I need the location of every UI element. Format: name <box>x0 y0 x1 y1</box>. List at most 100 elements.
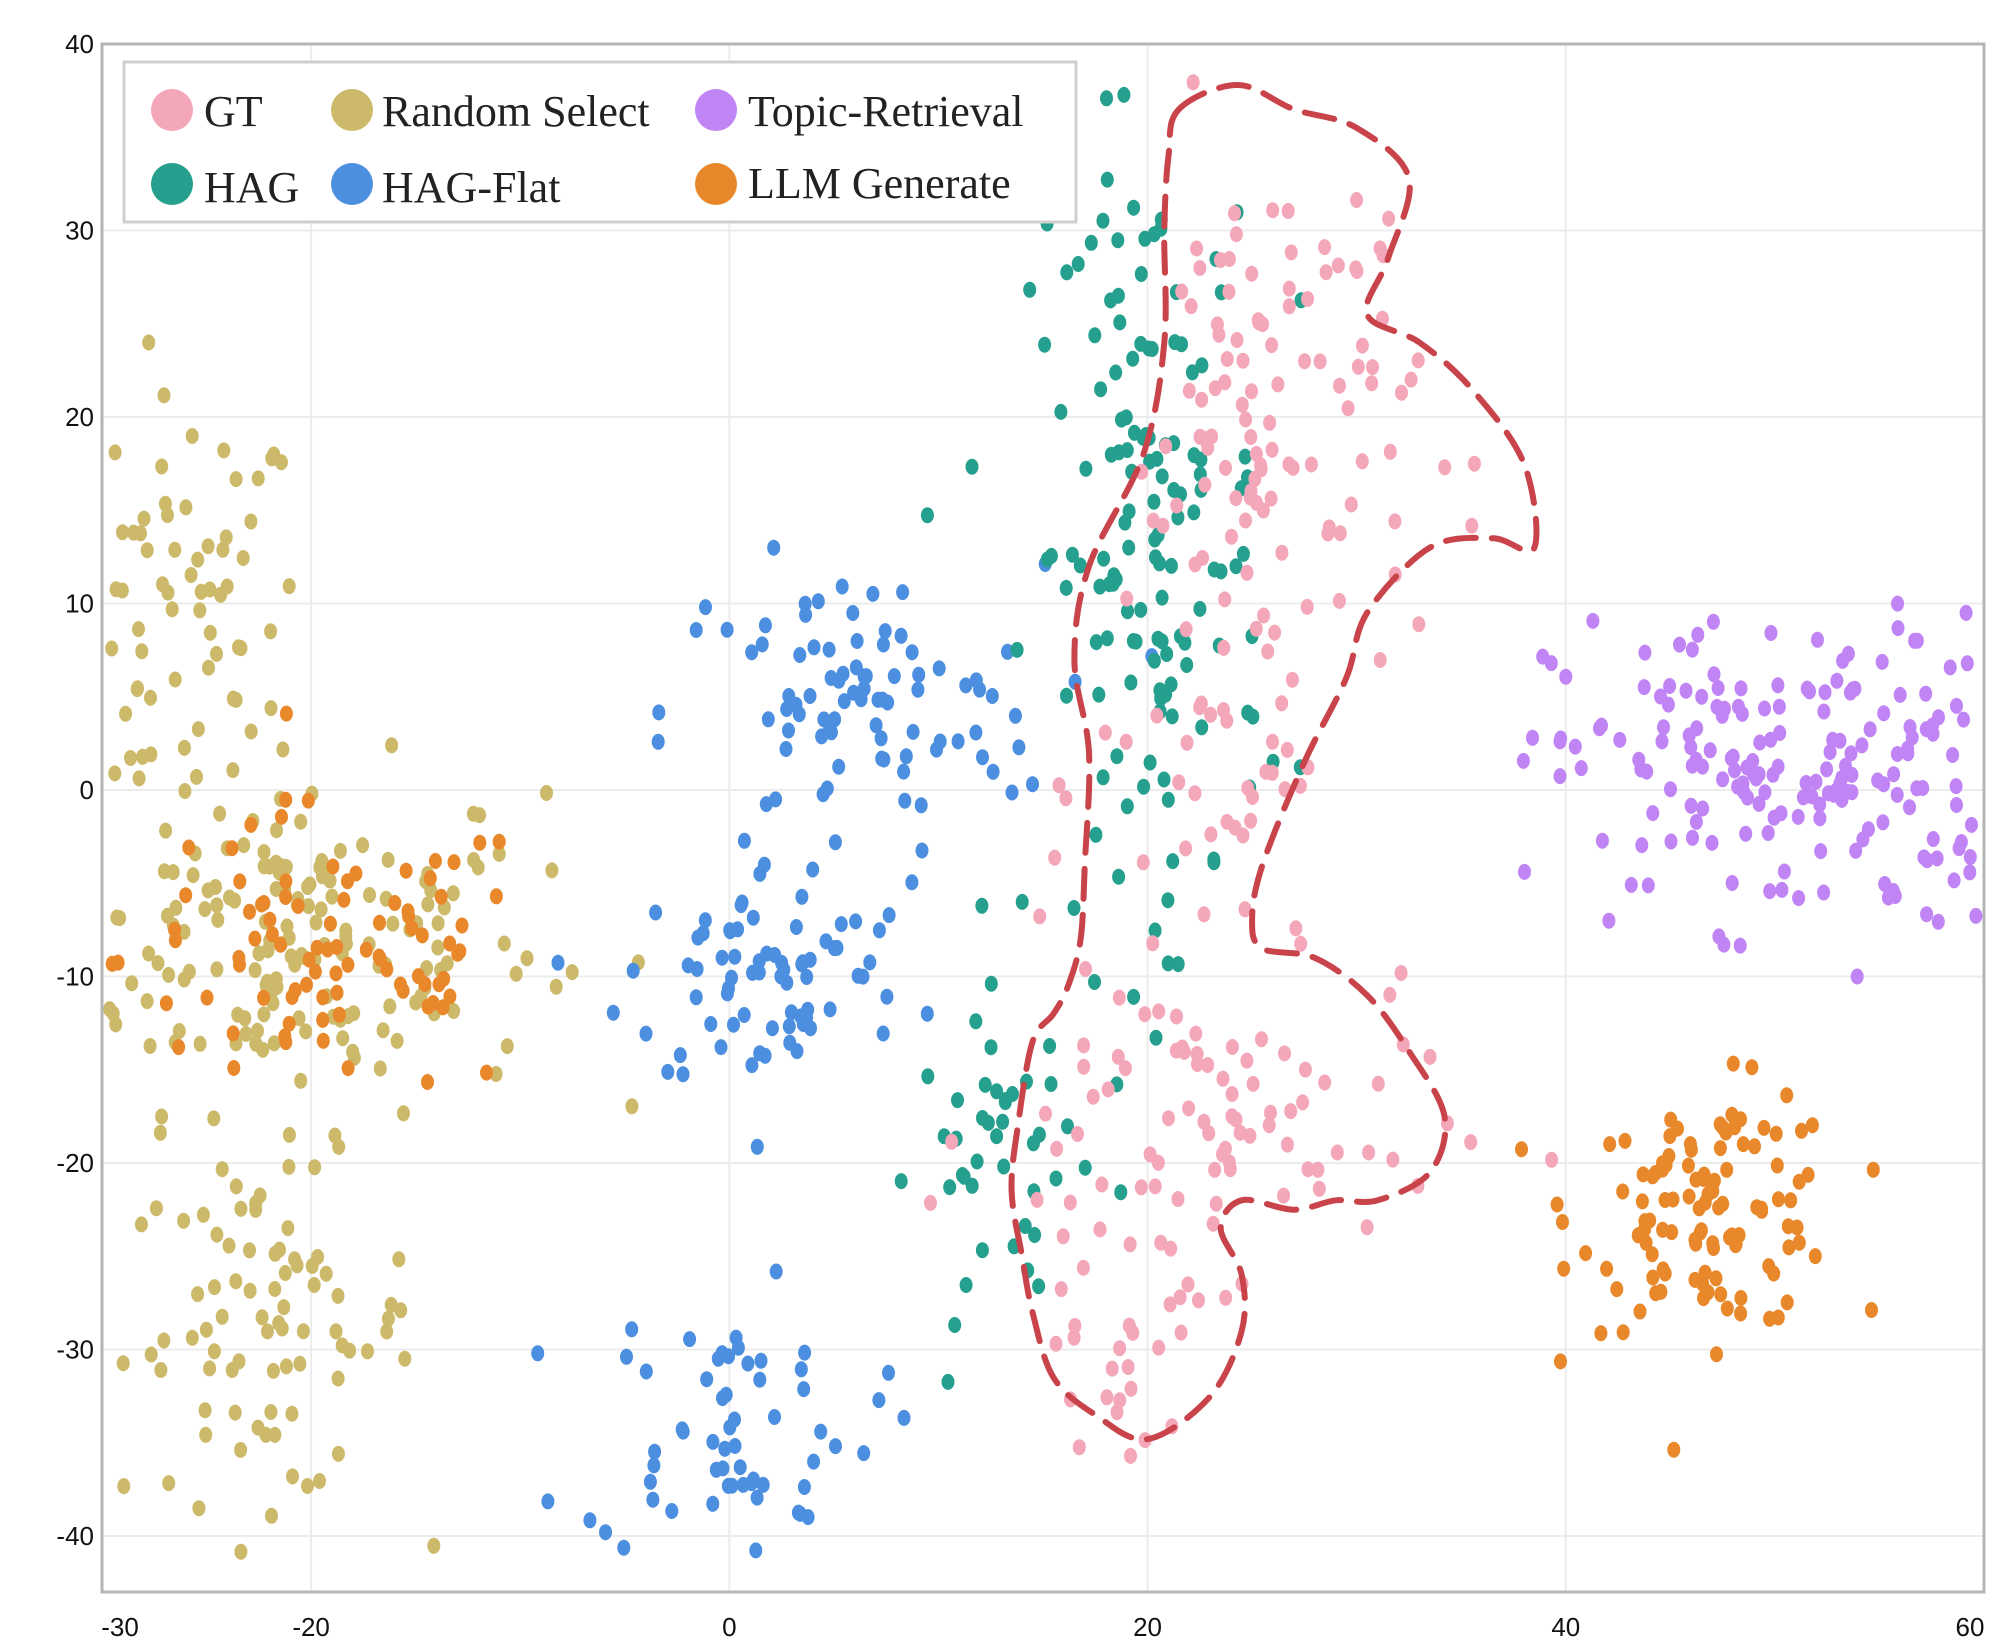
point-gt <box>1394 965 1408 981</box>
point-random-select <box>339 922 353 939</box>
point-random-select <box>229 471 243 488</box>
point-hag-flat <box>757 856 771 873</box>
point-hag-flat <box>820 780 834 797</box>
point-llm-generate <box>1808 1248 1822 1265</box>
point-hag-flat <box>851 967 865 984</box>
point-hag-flat <box>920 1005 934 1022</box>
point-gt <box>1198 476 1212 493</box>
gt-highlight-outline <box>1008 81 1540 1443</box>
point-random-select <box>134 525 147 542</box>
point-hag <box>1113 314 1127 331</box>
point-random-select <box>253 1187 267 1204</box>
point-hag-flat <box>746 909 760 926</box>
point-topic-retrieval <box>1706 613 1720 630</box>
point-hag-flat <box>780 974 794 991</box>
point-hag-flat <box>793 647 807 663</box>
point-topic-retrieval <box>1773 725 1787 741</box>
point-llm-generate <box>1782 1239 1796 1256</box>
point-gt <box>1245 383 1258 400</box>
point-gt <box>1138 1006 1152 1023</box>
point-random-select <box>625 1098 639 1115</box>
point-gt <box>1177 1043 1191 1060</box>
point-hag <box>1084 234 1098 251</box>
point-topic-retrieval <box>1910 780 1924 797</box>
point-llm-generate <box>288 982 302 999</box>
point-llm-generate <box>434 888 448 905</box>
point-gt <box>1220 351 1234 367</box>
point-gt <box>1030 1191 1044 1208</box>
point-llm-generate <box>394 976 407 993</box>
point-hag <box>1122 539 1136 556</box>
point-hag-flat <box>896 584 910 601</box>
point-hag-flat <box>876 1025 890 1042</box>
point-hag <box>970 1153 984 1170</box>
point-gt <box>1222 283 1236 300</box>
point-topic-retrieval <box>1664 781 1677 798</box>
legend-marker-gt <box>151 89 193 131</box>
point-hag <box>1161 955 1175 972</box>
point-hag-flat <box>620 1348 633 1365</box>
point-llm-generate <box>1681 1157 1695 1174</box>
point-hag <box>1078 1159 1092 1176</box>
point-hag-flat <box>878 623 892 640</box>
point-topic-retrieval <box>1752 766 1766 783</box>
point-hag <box>1149 549 1162 566</box>
point-topic-retrieval <box>1758 784 1772 801</box>
point-llm-generate <box>275 808 288 825</box>
y-tick-label: -30 <box>56 1335 94 1365</box>
point-gt <box>1257 607 1271 624</box>
point-llm-generate <box>301 792 315 809</box>
point-hag <box>975 1242 989 1259</box>
point-topic-retrieval <box>1848 680 1862 697</box>
point-topic-retrieval <box>1803 683 1816 700</box>
point-llm-generate <box>418 976 432 992</box>
point-llm-generate <box>316 1032 330 1049</box>
point-hag-flat <box>823 1001 837 1018</box>
point-hag <box>1167 482 1181 498</box>
point-llm-generate <box>1649 1165 1662 1181</box>
point-llm-generate <box>332 1006 346 1023</box>
point-hag <box>1117 86 1131 103</box>
point-topic-retrieval <box>1568 738 1582 755</box>
point-hag <box>920 507 934 524</box>
point-random-select <box>545 862 559 879</box>
point-random-select <box>266 1362 280 1379</box>
point-hag-flat <box>749 1542 763 1559</box>
point-hag-flat <box>706 1433 720 1450</box>
point-hag <box>1096 769 1110 786</box>
point-hag-flat <box>783 1034 797 1051</box>
point-gt <box>1344 496 1358 513</box>
point-hag <box>1100 90 1113 107</box>
point-llm-generate <box>1726 1055 1740 1072</box>
point-topic-retrieval <box>1595 717 1608 734</box>
point-hag-flat <box>877 751 891 768</box>
point-random-select <box>392 1251 406 1268</box>
point-gt <box>1190 1046 1204 1062</box>
point-hag-flat <box>665 1503 679 1519</box>
point-topic-retrieval <box>1725 875 1739 891</box>
point-gt <box>1404 371 1418 388</box>
point-random-select <box>125 975 139 992</box>
point-hag-flat <box>779 741 793 757</box>
point-gt <box>1039 1105 1052 1122</box>
point-random-select <box>335 1337 349 1354</box>
point-gt <box>1059 790 1073 807</box>
point-random-select <box>270 822 283 839</box>
point-llm-generate <box>1698 1264 1712 1281</box>
point-random-select <box>210 645 223 662</box>
point-hag <box>1026 1135 1040 1152</box>
point-gt <box>1162 1110 1175 1127</box>
point-random-select <box>196 1206 210 1223</box>
point-topic-retrieval <box>1679 682 1693 699</box>
point-topic-retrieval <box>1705 834 1719 851</box>
point-topic-retrieval <box>1949 778 1963 795</box>
point-hag-flat <box>736 1476 750 1493</box>
point-gt <box>1265 337 1279 354</box>
point-llm-generate <box>1780 1294 1794 1311</box>
point-hag <box>1195 357 1209 374</box>
point-llm-generate <box>1734 1290 1748 1306</box>
point-llm-generate <box>225 840 239 857</box>
point-llm-generate <box>179 887 193 904</box>
point-hag <box>1122 503 1136 520</box>
point-gt <box>1300 598 1314 615</box>
